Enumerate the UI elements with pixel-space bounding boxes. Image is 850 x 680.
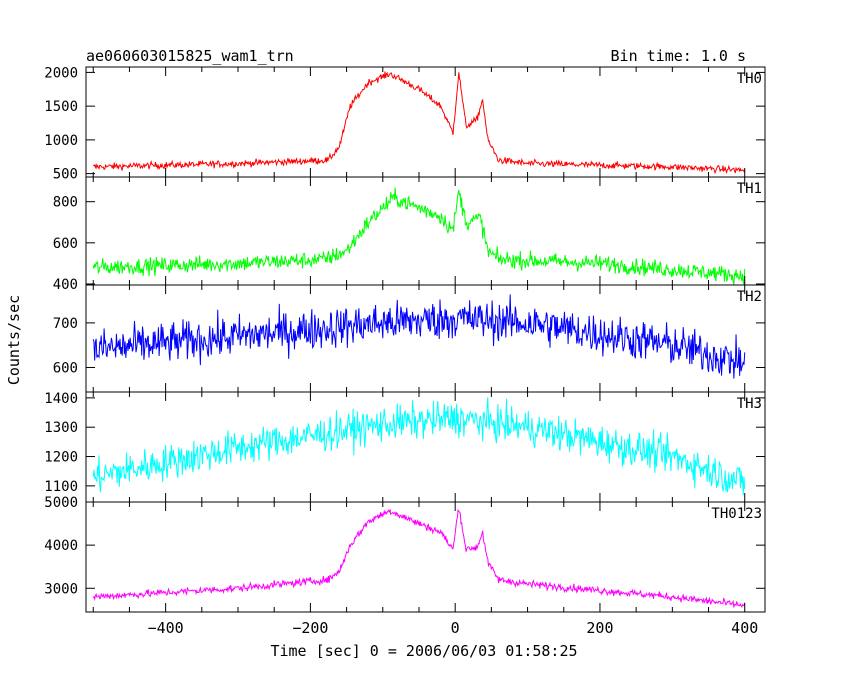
y-tick-label: 1100 bbox=[44, 479, 78, 495]
x-tick-label: −200 bbox=[292, 619, 328, 637]
y-tick-label: 1400 bbox=[44, 391, 78, 407]
y-tick-label: 1500 bbox=[44, 99, 78, 115]
panel-label-th1: TH1 bbox=[737, 181, 762, 197]
y-tick-label: 500 bbox=[53, 167, 78, 183]
series-line-th0123 bbox=[92, 508, 746, 608]
series-line-th0 bbox=[92, 71, 746, 175]
x-tick-label: −400 bbox=[148, 619, 184, 637]
y-tick-label: 1300 bbox=[44, 420, 78, 436]
series-line-th3 bbox=[92, 397, 746, 496]
x-tick-label: 400 bbox=[731, 619, 758, 637]
series-line-th1 bbox=[92, 187, 746, 286]
panel-frame-th0 bbox=[85, 66, 766, 178]
y-tick-label: 600 bbox=[53, 360, 78, 376]
y-tick-label: 3000 bbox=[44, 581, 78, 597]
series-line-th2 bbox=[92, 294, 746, 379]
panel-label-th0123: TH0123 bbox=[711, 506, 762, 522]
x-tick-label: 200 bbox=[586, 619, 613, 637]
panel-frame-th0123 bbox=[85, 501, 766, 613]
y-tick-label: 400 bbox=[53, 277, 78, 293]
y-tick-label: 5000 bbox=[44, 495, 78, 511]
panel-label-th0: TH0 bbox=[737, 71, 762, 87]
panel-label-th2: TH2 bbox=[737, 289, 762, 305]
y-tick-label: 1200 bbox=[44, 450, 78, 466]
panel-label-th3: TH3 bbox=[737, 396, 762, 412]
y-tick-label: 2000 bbox=[44, 65, 78, 81]
y-tick-label: 4000 bbox=[44, 538, 78, 554]
y-tick-label: 700 bbox=[53, 316, 78, 332]
bin-time-label: Bin time: 1.0 s bbox=[611, 47, 746, 65]
chart-title: ae060603015825_wam1_trn bbox=[86, 47, 294, 65]
x-tick-label: 0 bbox=[451, 619, 460, 637]
y-axis-label: Counts/sec bbox=[5, 295, 23, 385]
y-tick-label: 600 bbox=[53, 236, 78, 252]
x-axis-label: Time [sec] 0 = 2006/06/03 01:58:25 bbox=[270, 642, 577, 660]
y-tick-label: 1000 bbox=[44, 133, 78, 149]
y-tick-label: 800 bbox=[53, 195, 78, 211]
